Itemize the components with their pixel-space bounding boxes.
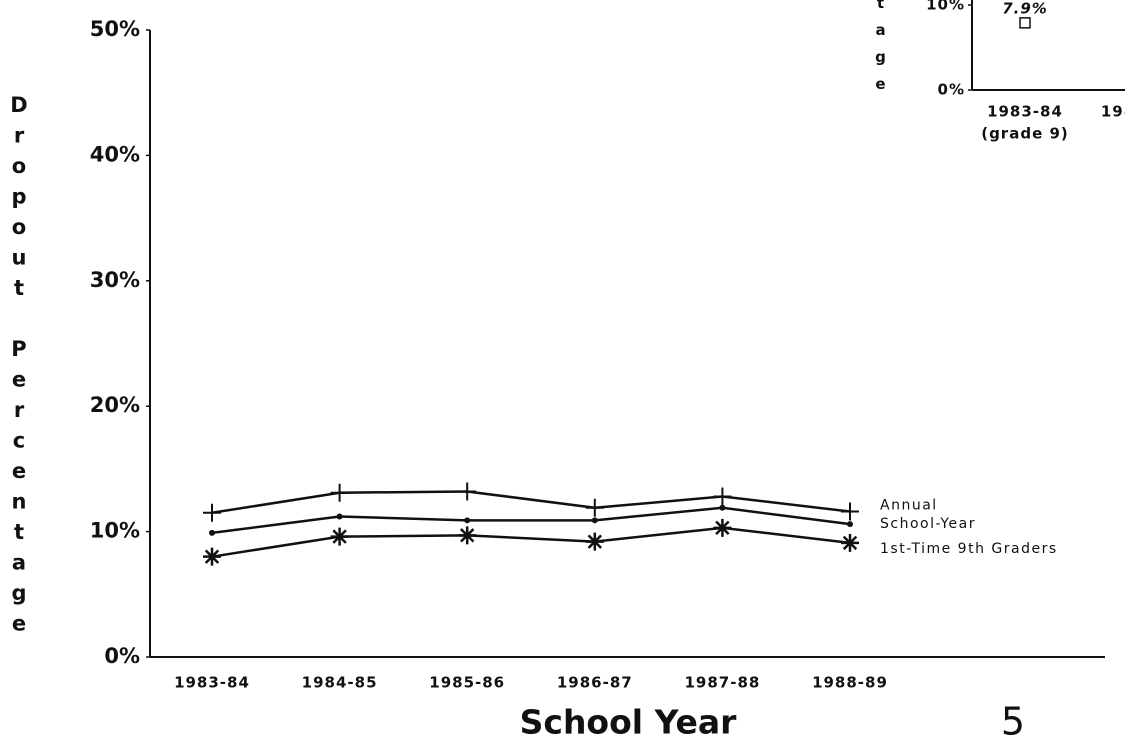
x-tick-label: 1987-88 xyxy=(684,674,760,692)
data-point xyxy=(585,532,604,551)
data-point xyxy=(713,487,732,506)
x-tick-label: 1983-84 xyxy=(987,103,1063,121)
data-point xyxy=(336,513,343,520)
y-tick-label: 40% xyxy=(90,142,140,166)
data-point xyxy=(203,547,221,566)
series-line xyxy=(211,490,851,515)
x-tick-label: 1984-85 xyxy=(302,674,378,692)
data-point xyxy=(464,517,471,524)
y-tick-label: 10% xyxy=(90,519,140,543)
inset-y-axis-title: tage xyxy=(872,0,890,102)
x-axis-title: School Year xyxy=(520,703,737,742)
data-point xyxy=(719,504,726,511)
y-tick-label: 20% xyxy=(90,393,140,417)
legend-label: Annual xyxy=(880,498,938,514)
x-tick-label: 1983-84 xyxy=(174,674,250,692)
x-tick-label: 1986-87 xyxy=(557,674,633,692)
y-tick-label: 50% xyxy=(90,17,140,41)
y-tick-label: 0% xyxy=(104,644,140,668)
y-tick-label: 30% xyxy=(90,268,140,292)
data-point xyxy=(209,529,215,536)
x-tick-label: 1988-89 xyxy=(812,674,888,692)
data-point xyxy=(330,483,349,502)
data-point xyxy=(713,518,732,537)
data-point xyxy=(841,502,859,521)
y-tick-label: 10% xyxy=(926,0,965,14)
page-number: 5 xyxy=(1001,700,1025,743)
data-point xyxy=(458,526,477,545)
value-label: 7.9% xyxy=(1002,0,1048,17)
data-point xyxy=(591,517,598,524)
legend-label: School-Year xyxy=(880,516,976,532)
data-point xyxy=(841,533,859,552)
series-line xyxy=(211,506,851,535)
data-point xyxy=(585,498,604,517)
data-point xyxy=(330,527,349,546)
x-tick-note: (grade 9) xyxy=(981,125,1069,143)
y-tick-label: 0% xyxy=(938,81,965,99)
x-tick-label: 198 xyxy=(1101,103,1125,121)
data-point xyxy=(847,521,853,528)
y-axis-title: Dropout Percentage xyxy=(7,93,31,642)
data-point xyxy=(1019,17,1031,29)
data-point xyxy=(203,503,221,522)
data-point xyxy=(458,482,477,501)
x-tick-label: 1985-86 xyxy=(429,674,505,692)
legend-label: 1st-Time 9th Graders xyxy=(880,541,1058,557)
series-line xyxy=(211,526,851,558)
